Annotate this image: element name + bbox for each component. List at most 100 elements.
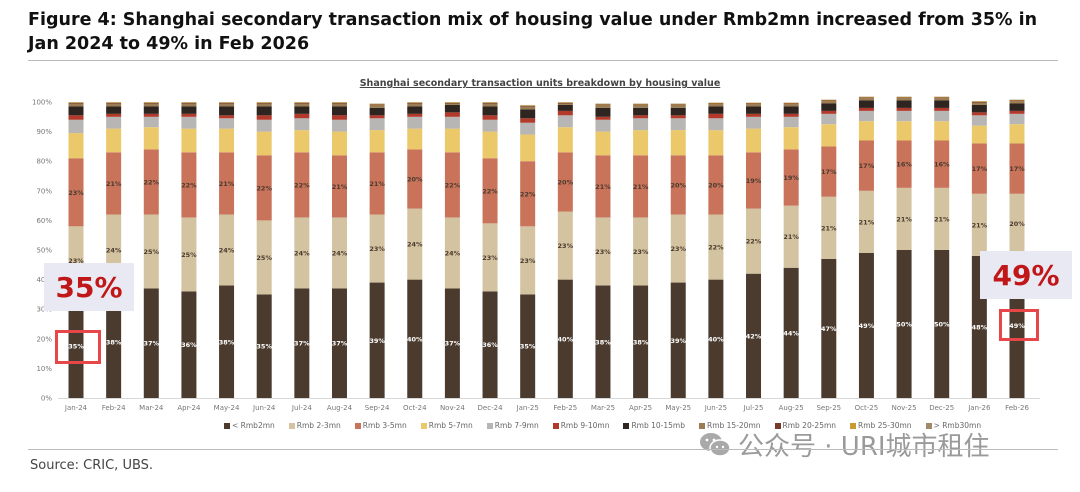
highlight-box-jan-24 [55,330,101,364]
data-label: 21% [369,180,385,188]
bar-segment [896,250,912,398]
bar-segment [294,288,310,398]
data-label: 22% [181,181,197,189]
bar-segment [407,113,423,117]
bar-segment [896,121,912,141]
bar-segment [407,106,423,114]
data-label: 40% [708,335,724,343]
legend-label: < Rmb2mn [232,421,275,430]
bar-segment [331,102,347,103]
bar-segment [68,103,84,107]
data-label: 22% [746,238,762,246]
bar-segment [971,104,987,113]
data-label: 35% [256,343,272,351]
callout-start-value: 35% [44,263,134,311]
x-tick-label: Aug-25 [779,404,804,412]
bar-segment [934,110,950,122]
bar-segment [896,107,912,111]
bar-segment [783,106,799,114]
bar-segment [106,102,122,104]
data-label: 21% [106,180,122,188]
legend-item: Rmb 15-20mn [699,421,761,430]
legend-item: < Rmb2mn [224,421,275,430]
bar-segment [557,279,573,398]
legend-label: Rmb 15-20mn [707,421,761,430]
bar-segment [783,267,799,398]
bar-segment [670,118,686,131]
x-tick-label: Nov-24 [440,404,465,412]
bar-segment [708,104,724,107]
legend-label: > Rmb30mn [933,421,982,430]
source-note: Source: CRIC, UBS. [30,458,154,473]
bar-segment [294,102,310,103]
watermark-text: 公众号 · URI城市租住 [738,432,990,462]
bar-segment [106,128,122,153]
bar-segment [444,116,460,129]
bar-segment [444,152,460,218]
bar-segment [595,104,611,108]
bar-segment [219,118,235,129]
bar-segment [633,155,649,218]
bar-segment [858,98,874,101]
bar-segment [896,140,912,188]
x-tick-label: Dec-25 [929,404,954,412]
bar-segment [407,128,423,150]
bar-segment [482,102,498,104]
bar-segment [331,102,347,104]
bar-segment [821,196,837,259]
bar-segment [143,102,159,104]
bar-segment [670,104,686,108]
bar-segment [858,100,874,108]
callout-start-text: 35% [55,270,123,304]
bar-segment [294,113,310,119]
bar-segment [68,102,84,104]
watermark: 公众号 · URI城市租住 [698,426,990,463]
bar-segment [143,116,159,128]
bar-segment [482,115,498,120]
bar-segment [520,122,536,135]
bar-segment [407,279,423,398]
data-label: 23% [670,245,686,253]
data-label: 23% [68,189,84,197]
bar-segment [633,217,649,286]
data-label: 42% [746,332,762,340]
legend-swatch [552,422,559,429]
bar-segment [633,285,649,398]
bar-segment [181,116,197,129]
bar-segment [896,187,912,250]
legend-label: Rmb 20-25mn [782,421,837,430]
bar-segment [1009,110,1025,114]
bar-segment [520,106,536,110]
data-label: 40% [558,335,574,343]
bar-segment [670,115,686,119]
bar-segment [143,214,159,289]
bar-segment [331,119,347,132]
bar-segment [68,119,84,134]
data-label: 23% [633,248,649,256]
bar-segment [1009,103,1025,111]
bar-segment [219,128,235,153]
bar-segment [557,103,573,105]
bar-segment [858,110,874,122]
bar-segment [934,100,950,108]
bar-segment [858,96,874,98]
bar-segment [746,208,762,274]
bar-segment [331,115,347,120]
data-label: 48% [972,323,988,331]
x-tick-label: Jan-24 [64,404,88,412]
bar-segment [746,273,762,398]
bar-segment [331,106,347,116]
bar-segment [934,107,950,111]
bar-segment [971,101,987,102]
data-label: 19% [746,177,762,185]
bar-segment [821,103,837,111]
bar-segment [331,217,347,289]
data-label: 22% [520,190,536,198]
bar-segment [896,100,912,108]
bar-segment [331,288,347,398]
bar-segment [444,112,460,117]
bar-segment [896,110,912,122]
bar-segment [670,107,686,116]
data-label: 24% [407,241,423,249]
data-label: 22% [256,184,272,192]
